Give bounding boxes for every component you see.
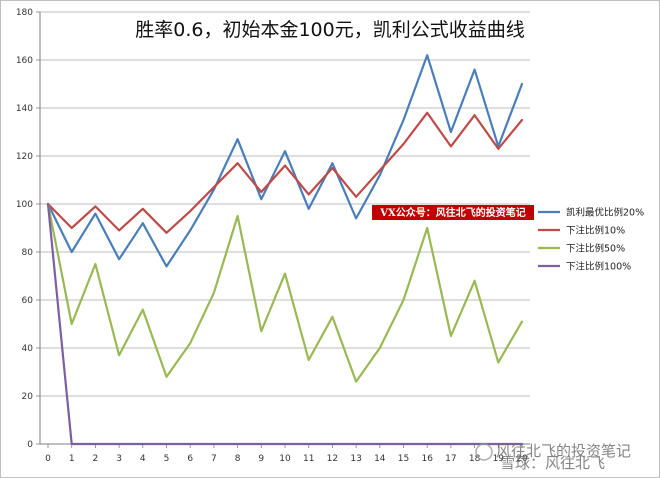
y-tick-label: 140 [16, 104, 33, 114]
annotation-text: VX公众号：风往北飞的投资笔记 [379, 206, 526, 219]
y-tick-label: 0 [27, 440, 33, 450]
y-tick-label: 40 [22, 344, 34, 354]
chart-title: 胜率0.6，初始本金100元，凯利公式收益曲线 [135, 19, 524, 41]
series-line-3 [46, 202, 524, 383]
x-tick-label: 20 [516, 454, 528, 464]
x-tick-label: 12 [327, 454, 338, 464]
watermark-brand: 雪球：风往北飞 [500, 454, 605, 472]
x-tick-label: 2 [93, 454, 99, 464]
x-tick-label: 6 [187, 454, 193, 464]
axes [36, 11, 530, 448]
legend-label: 下注比例10% [566, 225, 625, 237]
x-tick-label: 13 [350, 454, 361, 464]
x-tick-label: 19 [493, 454, 505, 464]
legend-label: 下注比例100% [566, 261, 631, 273]
x-tick-label: 8 [235, 454, 241, 464]
y-tick-label: 180 [16, 8, 33, 18]
series-line-2 [46, 111, 524, 234]
series-lines [46, 54, 524, 446]
y-tick-label: 60 [22, 296, 34, 306]
y-tick-label: 100 [16, 200, 33, 210]
x-tick-label: 14 [374, 454, 386, 464]
x-tick-label: 16 [421, 454, 433, 464]
x-tick-label: 3 [116, 454, 122, 464]
legend-label: 下注比例50% [566, 243, 625, 255]
x-tick-label: 4 [140, 454, 146, 464]
x-tick-label: 7 [211, 454, 217, 464]
legend: 凯利最优比例20% 下注比例10% 下注比例50% 下注比例100% [538, 207, 644, 273]
series-line-1 [46, 54, 524, 268]
x-tick-label: 10 [279, 454, 291, 464]
annotation-banner-bg [372, 205, 534, 220]
x-tick-label: 15 [398, 454, 409, 464]
y-tick-label: 120 [16, 152, 33, 162]
x-tick-label: 18 [469, 454, 481, 464]
series-line-4 [46, 202, 524, 446]
x-tick-label: 1 [69, 454, 75, 464]
y-tick-label: 80 [22, 248, 34, 258]
x-tick-label: 5 [164, 454, 170, 464]
watermark-logo-icon [475, 443, 493, 461]
y-tick-label: 160 [16, 56, 33, 66]
watermark: 风往北飞的投资笔记 雪球：风往北飞 [475, 442, 631, 472]
x-tick-label: 0 [45, 454, 51, 464]
x-tick-label: 11 [303, 454, 314, 464]
x-tick-label: 9 [258, 454, 264, 464]
x-tick-label: 17 [445, 454, 456, 464]
watermark-text: 风往北飞的投资笔记 [496, 442, 631, 460]
y-tick-label: 20 [22, 392, 34, 402]
annotation-banner: VX公众号：风往北飞的投资笔记 [372, 205, 534, 220]
grid-lines [40, 11, 530, 445]
legend-label: 凯利最优比例20% [566, 207, 644, 219]
